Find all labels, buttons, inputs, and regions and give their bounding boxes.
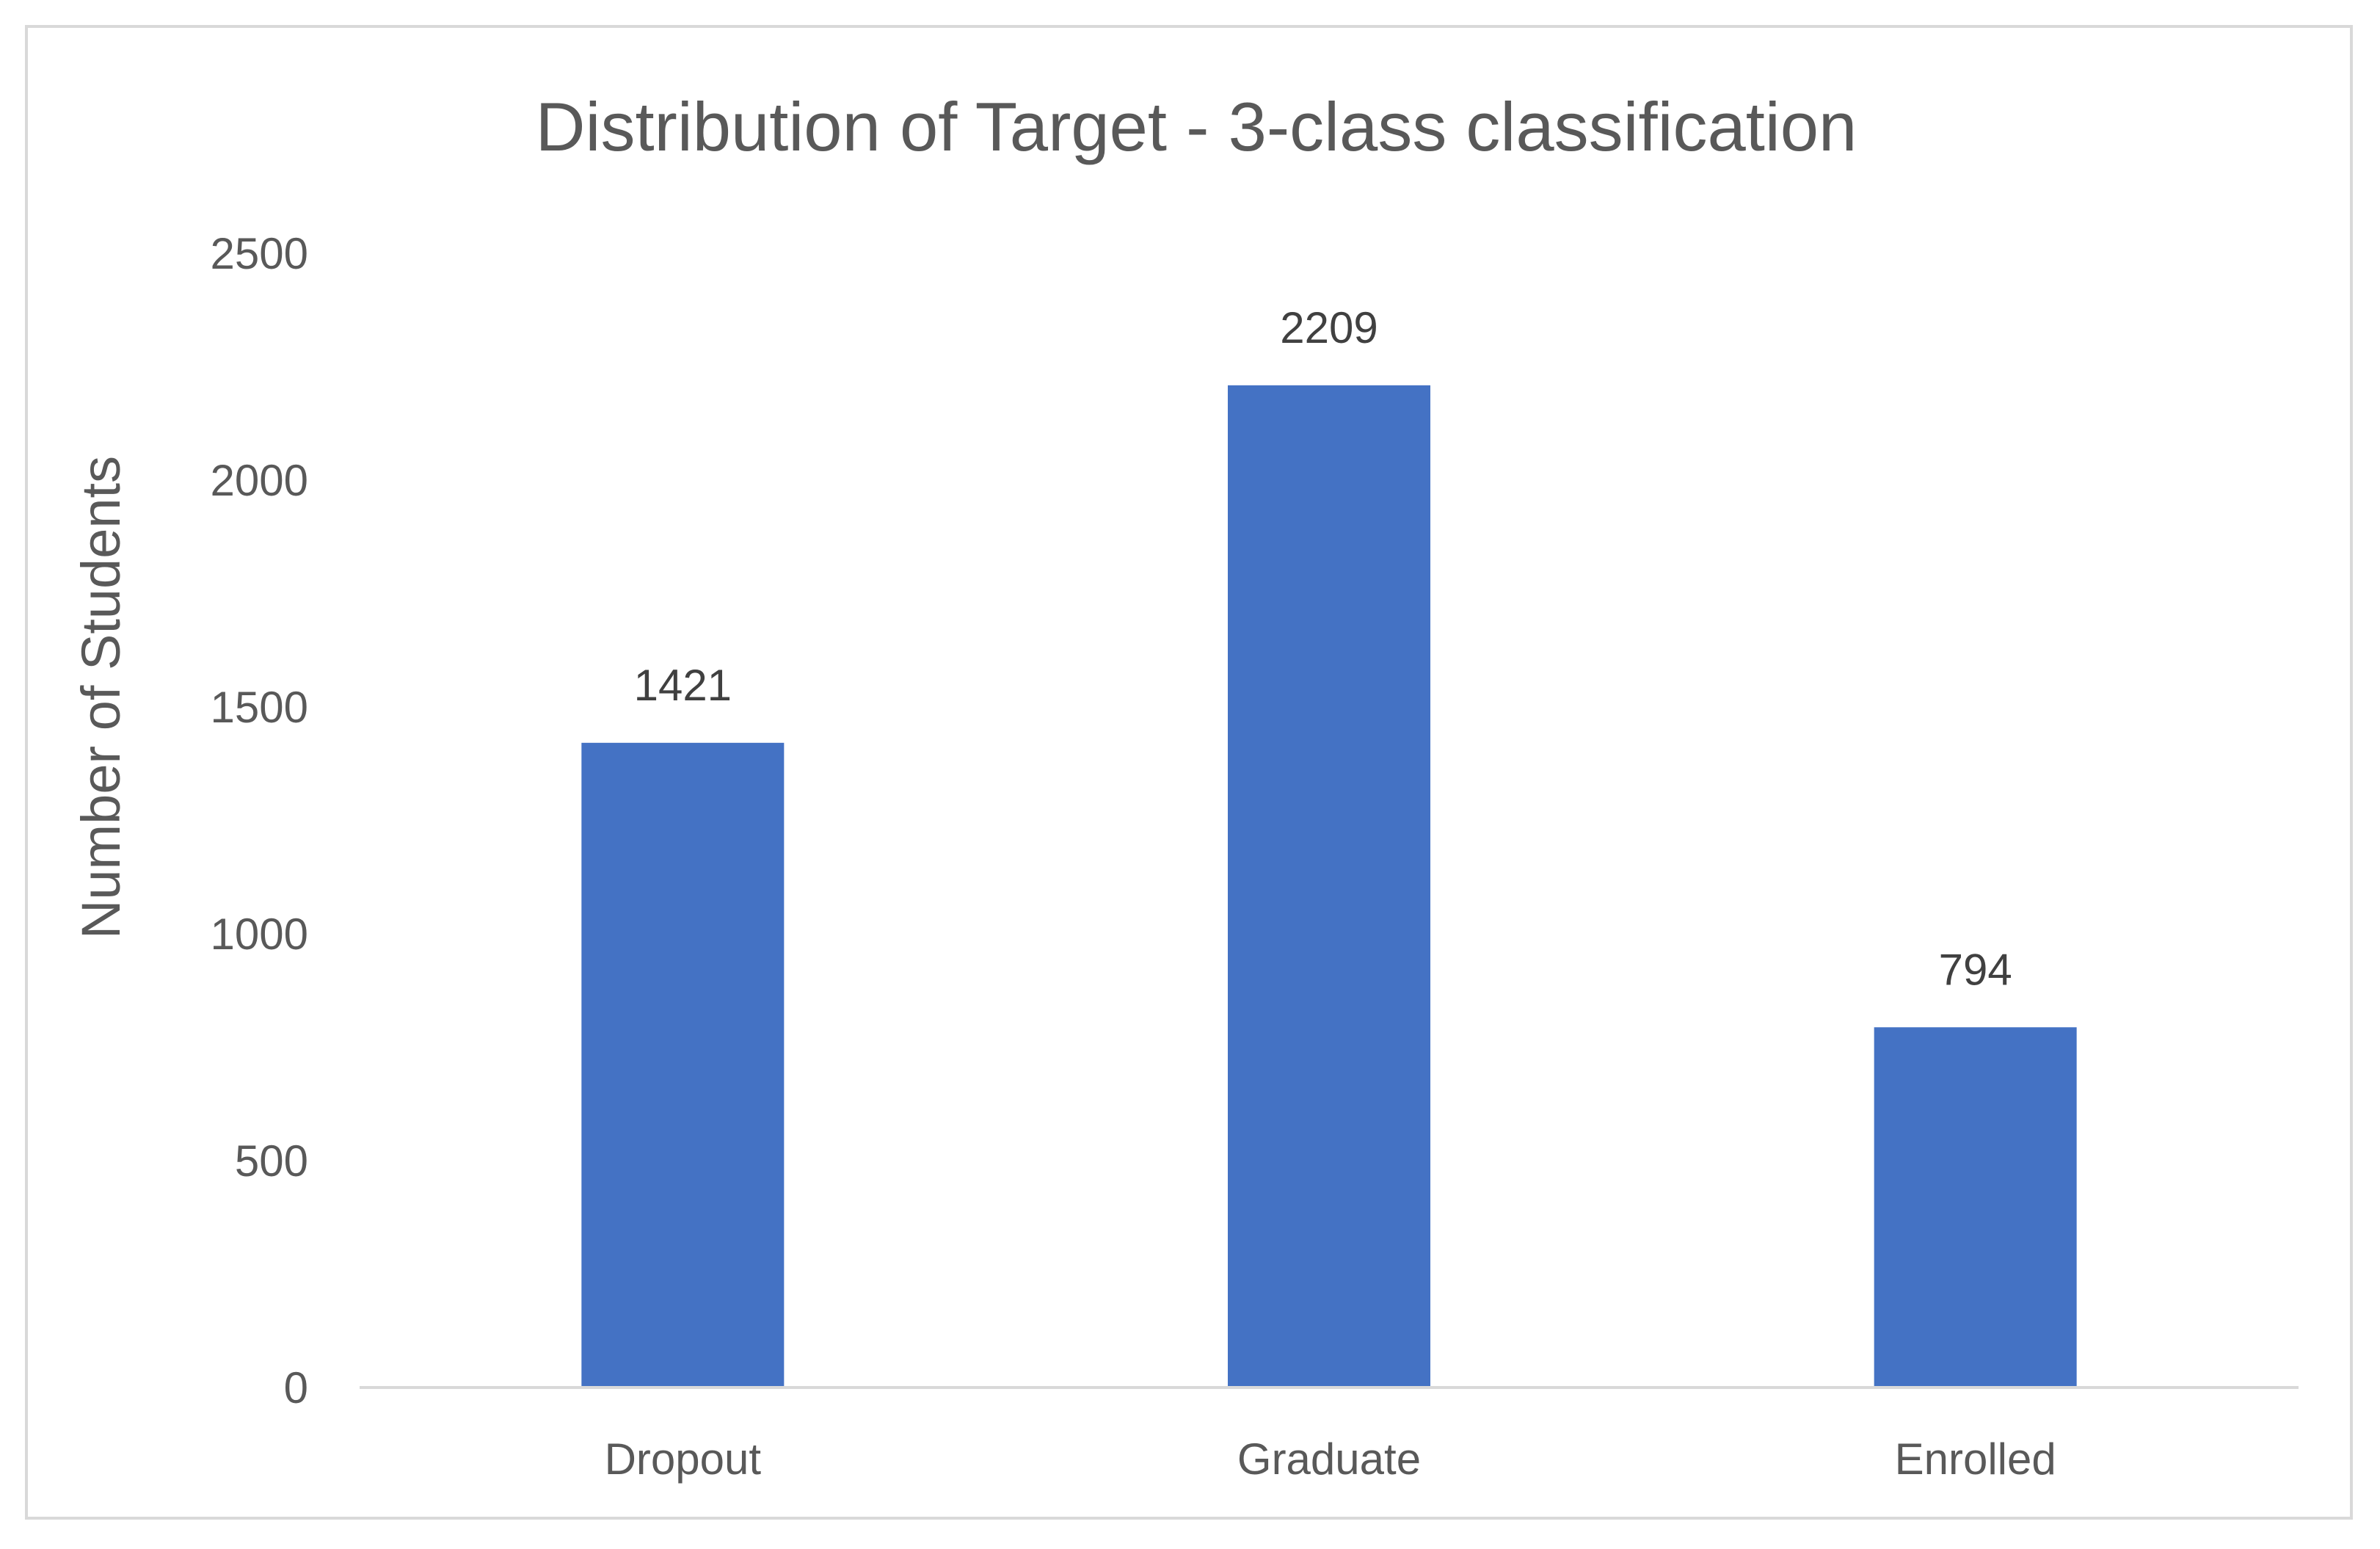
- bar-enrolled: [1874, 1027, 2077, 1387]
- y-tick-label: 2500: [211, 229, 308, 278]
- x-axis-ticks: Dropout Graduate Enrolled: [605, 1434, 2056, 1484]
- data-labels-group: 1421 2209 794: [634, 303, 2012, 994]
- y-tick-label: 1000: [211, 910, 308, 959]
- bar-dropout: [581, 742, 785, 1387]
- data-label-enrolled: 794: [1939, 945, 2012, 994]
- data-label-graduate: 2209: [1280, 303, 1378, 352]
- data-label-dropout: 1421: [634, 661, 732, 710]
- x-tick-label-graduate: Graduate: [1237, 1434, 1421, 1484]
- x-tick-label-enrolled: Enrolled: [1895, 1434, 2056, 1484]
- bar-graduate: [1228, 385, 1430, 1387]
- y-tick-label: 500: [235, 1136, 308, 1186]
- y-tick-label: 0: [284, 1363, 308, 1412]
- y-axis-title: Number of Students: [70, 456, 131, 939]
- bars-group: [581, 385, 2077, 1387]
- chart-title: Distribution of Target - 3-class classif…: [536, 88, 1857, 165]
- y-tick-label: 1500: [211, 683, 308, 732]
- y-axis-ticks: 0 500 1000 1500 2000 2500: [211, 229, 308, 1412]
- y-tick-label: 2000: [211, 456, 308, 505]
- x-tick-label-dropout: Dropout: [605, 1434, 762, 1484]
